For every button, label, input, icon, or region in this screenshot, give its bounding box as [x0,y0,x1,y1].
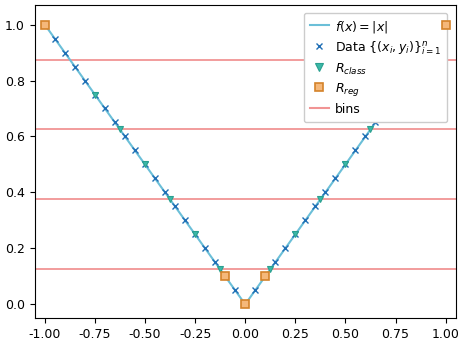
Legend: $f(x) = |x|$, Data $\{(x_i, y_i)\}_{i=1}^n$, $R_{class}$, $R_{reg}$, bins: $f(x) = |x|$, Data $\{(x_i, y_i)\}_{i=1}… [303,13,447,122]
